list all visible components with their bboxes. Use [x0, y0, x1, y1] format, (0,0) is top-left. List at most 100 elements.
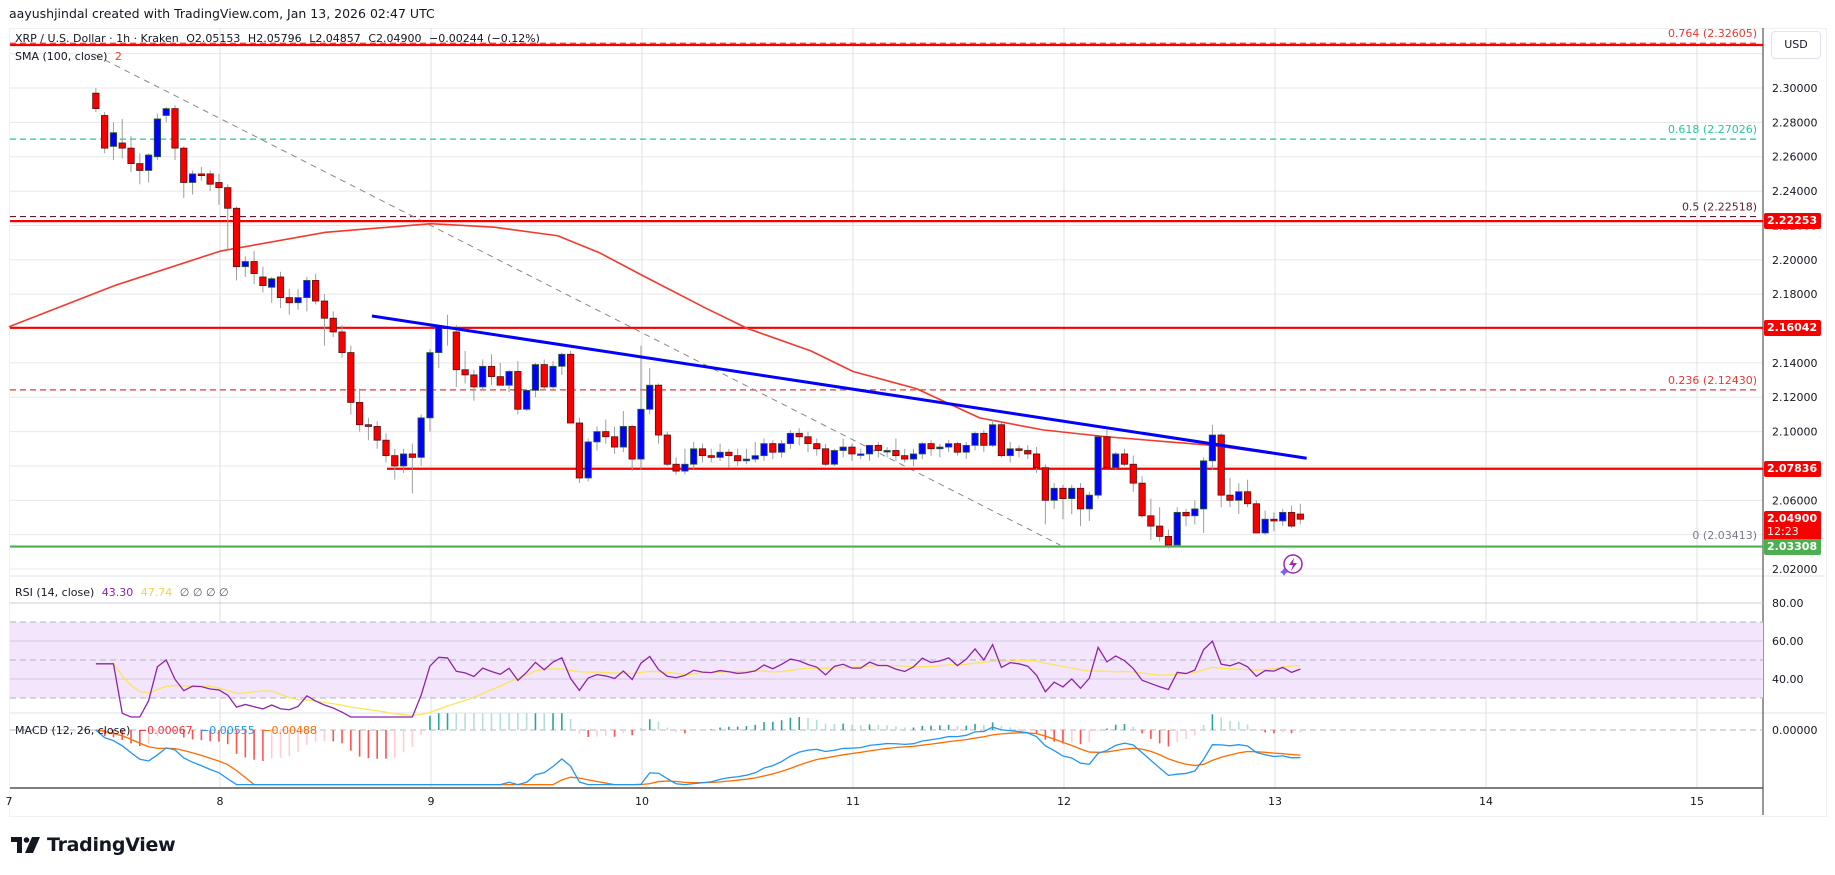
candle: [171, 108, 179, 149]
rsi-value: 43.30: [101, 586, 134, 599]
price-tag-value: 2.04900: [1767, 512, 1818, 526]
sma-label: SMA (100, close): [15, 50, 108, 63]
candle: [153, 118, 162, 158]
candle: [426, 352, 434, 419]
candle: [224, 187, 232, 209]
macd-legend[interactable]: MACD (12, 26, close) −0.00067 −0.00555 −…: [15, 724, 321, 737]
candle: [857, 453, 865, 456]
candle: [364, 424, 373, 427]
rsi-line: [95, 639, 1301, 718]
candle: [487, 365, 496, 378]
price-tick: 2.18000: [1772, 288, 1818, 301]
candle: [118, 142, 126, 149]
candle: [786, 432, 795, 445]
ohlc-change: −0.00244 (−0.12%): [428, 32, 540, 45]
candle: [461, 369, 469, 376]
sma-legend[interactable]: SMA (100, close) 2: [15, 50, 126, 63]
candle: [127, 147, 135, 164]
candle: [1208, 434, 1217, 462]
candle: [1270, 518, 1278, 522]
candle: [953, 443, 962, 453]
candle: [101, 115, 109, 149]
candle: [250, 261, 258, 274]
candle: [584, 441, 592, 479]
tradingview-logo[interactable]: TradingView: [11, 834, 176, 856]
candle: [268, 278, 276, 288]
candle: [681, 463, 689, 472]
fib-label: 0.5 (2.22518): [1682, 201, 1757, 214]
candle: [320, 300, 329, 319]
macd-hist-value: −0.00067: [137, 724, 193, 737]
candle: [1015, 448, 1023, 451]
candle: [962, 444, 970, 453]
candle: [769, 443, 777, 453]
candle: [1296, 513, 1304, 520]
candle: [1112, 453, 1120, 469]
candle: [136, 163, 144, 171]
candle: [821, 448, 830, 465]
rsi-tick: 40.00: [1772, 673, 1804, 686]
price-tick: 2.10000: [1772, 426, 1818, 439]
fib-trend-line[interactable]: [94, 54, 1061, 546]
price-tag-value: 2.07836: [1767, 461, 1818, 475]
candle: [232, 207, 241, 268]
candle: [188, 173, 197, 183]
candle: [285, 297, 293, 304]
candle: [1068, 487, 1076, 500]
candle: [399, 453, 408, 467]
candle: [1085, 494, 1093, 510]
candle: [751, 455, 759, 460]
candle: [514, 371, 522, 410]
candle: [637, 408, 645, 460]
trend-line[interactable]: [371, 314, 1307, 460]
price-tick: 2.20000: [1772, 254, 1818, 267]
candle: [848, 446, 856, 455]
candle: [602, 431, 610, 438]
candle: [391, 455, 399, 467]
price-tick: 2.24000: [1772, 185, 1818, 198]
candle: [619, 426, 627, 448]
price-tick: 2.12000: [1772, 391, 1818, 404]
currency-button[interactable]: USD: [1771, 31, 1821, 59]
price-tick: 2.14000: [1772, 357, 1818, 370]
candle: [567, 353, 575, 424]
candle: [1243, 491, 1252, 505]
rsi-legend[interactable]: RSI (14, close) 43.30 47.74 ∅ ∅ ∅ ∅: [15, 586, 233, 599]
candle: [109, 132, 118, 147]
candle: [971, 432, 979, 446]
symbol-legend[interactable]: XRP / U.S. Dollar · 1h · Kraken O2.05153…: [15, 32, 544, 45]
candle: [813, 443, 821, 450]
tradingview-logo-icon: [11, 837, 40, 853]
candle: [1094, 436, 1102, 496]
price-tag: 2.03308: [1764, 538, 1821, 555]
candle: [408, 453, 416, 458]
candle: [1147, 515, 1155, 527]
price-tag-value: 2.16042: [1767, 320, 1818, 334]
candle: [1261, 518, 1269, 534]
candle: [206, 173, 214, 185]
price-tag: 2.04900 12:23: [1764, 511, 1821, 542]
candle: [874, 444, 882, 451]
time-tick: 15: [1690, 795, 1704, 808]
time-tick: 12: [1057, 795, 1071, 808]
price-tick: 2.06000: [1772, 494, 1818, 507]
candle: [496, 376, 504, 386]
candle: [1252, 503, 1260, 534]
candle: [865, 444, 874, 455]
price-tag-value: 2.22253: [1767, 214, 1818, 228]
candle: [883, 450, 891, 453]
sma-value: 2: [114, 50, 122, 63]
candle: [241, 261, 249, 268]
candle: [1226, 494, 1234, 501]
price-tick: 2.28000: [1772, 116, 1818, 129]
time-tick: 13: [1268, 795, 1282, 808]
ohlc-close: C2.04900: [368, 32, 422, 45]
candle: [452, 331, 460, 371]
time-tick: 10: [635, 795, 649, 808]
lightning-icon[interactable]: [1280, 554, 1303, 576]
time-tick: 9: [428, 795, 435, 808]
candle: [523, 389, 531, 410]
candle: [329, 317, 337, 333]
candle: [303, 280, 311, 298]
